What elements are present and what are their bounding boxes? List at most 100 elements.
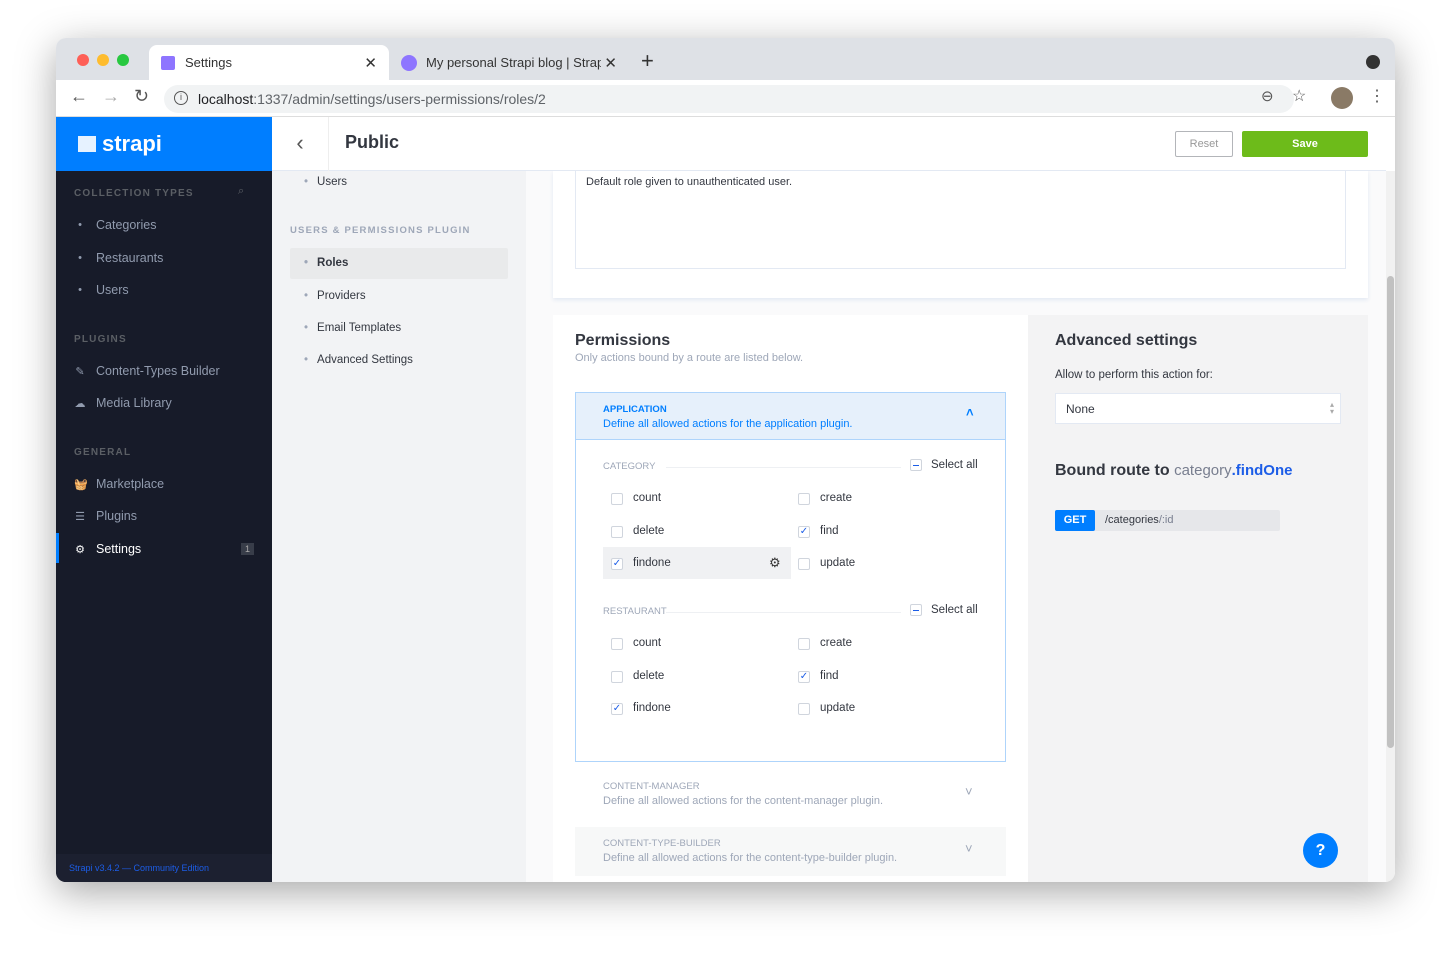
maximize-window-button[interactable] xyxy=(117,54,129,66)
submenu-item-email-templates[interactable]: Email Templates xyxy=(304,322,401,334)
star-icon[interactable]: ☆ xyxy=(1292,88,1307,105)
action-checkbox-find[interactable]: ✓ xyxy=(798,670,810,683)
submenu-item-users[interactable]: Users xyxy=(304,176,347,188)
tab-settings[interactable]: Settings ✕ xyxy=(149,45,389,80)
allow-label: Allow to perform this action for: xyxy=(1055,369,1213,381)
sidebar-item-content-types-builder[interactable]: ✎ Content-Types Builder xyxy=(74,364,219,378)
action-checkbox-findone[interactable]: ✓ xyxy=(611,558,623,570)
selected-action-row xyxy=(603,547,791,579)
scrollbar-thumb[interactable] xyxy=(1387,276,1394,748)
chevron-down-icon[interactable]: ˅ xyxy=(965,841,973,856)
search-icon[interactable]: ⌕ xyxy=(238,185,245,197)
sidebar-item-marketplace[interactable]: 🧺 Marketplace xyxy=(74,477,164,491)
plugin-name: CONTENT-MANAGER xyxy=(603,781,700,792)
reset-button[interactable]: Reset xyxy=(1175,131,1233,157)
action-label: update xyxy=(820,702,856,714)
back-button[interactable]: ‹ xyxy=(272,117,329,171)
allow-select[interactable]: None ▴ ▾ xyxy=(1055,393,1341,424)
close-tab-icon[interactable]: ✕ xyxy=(364,54,377,72)
forward-icon[interactable]: → xyxy=(102,86,120,106)
action-label: delete xyxy=(633,524,665,537)
content-type-builder-panel[interactable]: CONTENT-TYPE-BUILDER Define all allowed … xyxy=(575,827,1006,876)
application-panel-header[interactable]: APPLICATION Define all allowed actions f… xyxy=(576,393,1005,440)
minimize-window-button[interactable] xyxy=(97,54,109,66)
action-checkbox-create[interactable] xyxy=(798,493,810,505)
back-icon[interactable]: ← xyxy=(70,86,88,106)
new-tab-icon[interactable]: + xyxy=(641,48,654,73)
chevron-up-icon[interactable]: ˄ xyxy=(966,405,974,420)
zoom-icon[interactable]: ⊖ xyxy=(1261,88,1274,105)
settings-badge: 1 xyxy=(240,543,254,555)
action-checkbox-delete[interactable] xyxy=(611,670,623,683)
gear-icon: ⚙ xyxy=(75,543,85,556)
submenu-item-providers[interactable]: Providers xyxy=(304,290,366,302)
strapi-logo[interactable]: strapi xyxy=(56,117,272,171)
gear-icon[interactable]: ⚙ xyxy=(769,555,781,570)
permissions-card: Permissions Only actions bound by a rout… xyxy=(553,315,1028,882)
cloud-upload-icon: ☁ xyxy=(74,397,86,410)
select-arrows-icon: ▴ ▾ xyxy=(1329,400,1334,416)
group-title: RESTAURANT xyxy=(603,606,667,617)
action-checkbox-update[interactable] xyxy=(798,703,810,715)
section-title: PLUGINS xyxy=(74,334,127,345)
more-icon[interactable]: ⋮ xyxy=(1369,88,1385,105)
help-button[interactable]: ? xyxy=(1303,833,1338,868)
plugin-desc: Define all allowed actions for the appli… xyxy=(603,418,853,430)
plugin-desc: Define all allowed actions for the conte… xyxy=(603,795,884,807)
submenu-item-roles[interactable]: Roles xyxy=(304,257,348,269)
plugin-desc: Define all allowed actions for the conte… xyxy=(603,852,898,864)
close-tab-icon[interactable]: ✕ xyxy=(604,54,617,72)
action-checkbox-findone[interactable]: ✓ xyxy=(611,703,623,715)
select-value: None xyxy=(1066,402,1095,416)
select-all-label: Select all xyxy=(931,459,978,471)
bound-controller: category xyxy=(1174,462,1232,479)
label: Settings xyxy=(96,542,142,556)
select-all-checkbox[interactable]: Select all xyxy=(910,604,978,616)
sidebar-item-settings[interactable]: ⚙ Settings 1 xyxy=(74,542,254,556)
label: Plugins xyxy=(96,509,137,523)
sidebar-item-media-library[interactable]: ☁ Media Library xyxy=(74,396,172,410)
avatar[interactable] xyxy=(1331,87,1353,109)
action-checkbox-find[interactable]: ✓ xyxy=(798,525,810,538)
action-checkbox-create[interactable] xyxy=(798,638,810,650)
logo-text: strapi xyxy=(102,131,162,156)
select-all-checkbox[interactable]: Select all xyxy=(910,459,978,471)
info-icon: i xyxy=(174,91,188,105)
group-title: CATEGORY xyxy=(603,461,656,472)
favicon-icon xyxy=(401,54,417,71)
tab-title: Settings xyxy=(185,55,232,70)
label: Users xyxy=(96,283,129,297)
sidebar-item-restaurants[interactable]: • Restaurants xyxy=(78,251,164,265)
action-checkbox-count[interactable] xyxy=(611,638,623,650)
action-checkbox-count[interactable] xyxy=(611,493,623,505)
tab-menu-icon[interactable] xyxy=(1366,55,1380,69)
tab-blog[interactable]: My personal Strapi blog | Strap ✕ xyxy=(389,45,629,80)
section-title: COLLECTION TYPES xyxy=(74,188,194,199)
scrollbar-track[interactable] xyxy=(1386,171,1395,882)
submenu-item-advanced-settings[interactable]: Advanced Settings xyxy=(304,354,413,366)
sidebar-item-users[interactable]: • Users xyxy=(78,283,129,297)
action-checkbox-delete[interactable] xyxy=(611,525,623,538)
route-base: /categories xyxy=(1105,514,1159,526)
url-input[interactable]: i localhost:1337/admin/settings/users-pe… xyxy=(164,85,1294,113)
save-button[interactable]: Save xyxy=(1242,131,1368,157)
tab-bar: Settings ✕ My personal Strapi blog | Str… xyxy=(56,38,1395,80)
browser-window: Settings ✕ My personal Strapi blog | Str… xyxy=(56,38,1395,882)
header-bar: ‹ Public Reset Save xyxy=(272,117,1386,171)
chevron-down-icon[interactable]: ˅ xyxy=(965,784,973,799)
action-label: findone xyxy=(633,702,671,714)
plugin-name: APPLICATION xyxy=(603,404,667,415)
sidebar-item-plugins[interactable]: ☰ Plugins xyxy=(74,509,137,523)
action-checkbox-update[interactable] xyxy=(798,558,810,570)
close-window-button[interactable] xyxy=(77,54,89,66)
content-manager-panel[interactable]: CONTENT-MANAGER Define all allowed actio… xyxy=(575,770,1006,820)
action-label: find xyxy=(820,524,839,537)
label: Restaurants xyxy=(96,251,164,265)
advanced-title: Advanced settings xyxy=(1055,332,1198,349)
indeterminate-icon xyxy=(910,459,922,471)
description-textarea[interactable]: Default role given to unauthenticated us… xyxy=(575,171,1346,269)
sidebar-item-categories[interactable]: • Categories xyxy=(78,218,157,232)
divider xyxy=(666,612,901,613)
version-footer: Strapi v3.4.2 — Community Edition xyxy=(56,854,272,882)
reload-icon[interactable]: ↻ xyxy=(134,86,150,106)
